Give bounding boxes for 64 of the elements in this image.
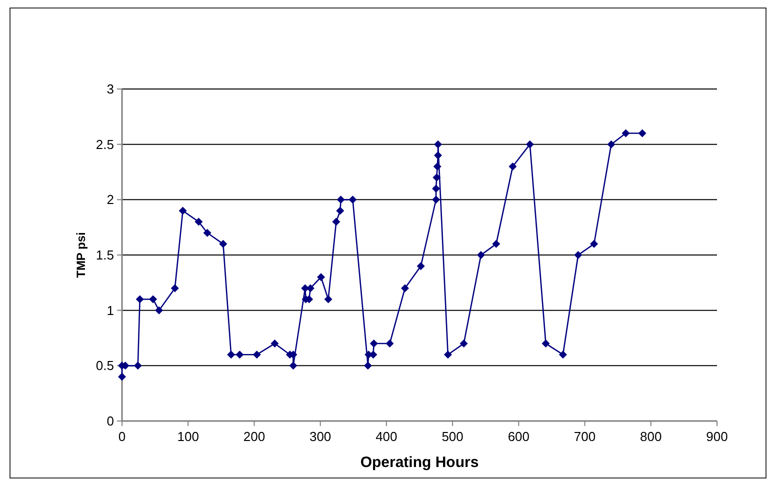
x-tick-label: 700 [574, 429, 596, 444]
point [336, 196, 345, 204]
y-tick-label: 2 [106, 192, 114, 208]
point [434, 140, 442, 148]
point [348, 196, 357, 204]
point [332, 218, 340, 226]
point [400, 284, 409, 292]
point [178, 206, 187, 215]
y-tick-label: 1 [106, 302, 114, 318]
point [638, 129, 646, 138]
point [433, 162, 442, 170]
point [590, 240, 598, 248]
x-tick-label: 900 [706, 429, 728, 444]
x-tick-label: 600 [508, 429, 530, 444]
point [434, 151, 442, 160]
point [622, 129, 630, 138]
point [444, 350, 452, 359]
point [149, 295, 158, 304]
x-tick-label: 800 [640, 429, 662, 444]
point [324, 295, 332, 304]
point [432, 196, 440, 204]
point [236, 350, 244, 359]
y-tick-label: 1.5 [96, 248, 114, 263]
point [364, 362, 372, 370]
point [227, 350, 236, 359]
point [370, 340, 378, 348]
point [476, 251, 485, 259]
x-tick-label: 0 [118, 429, 126, 444]
y-tick-label: 0 [106, 414, 114, 429]
point [574, 251, 582, 259]
point [526, 140, 534, 148]
point [136, 295, 144, 304]
point [460, 340, 468, 348]
x-tick-label: 400 [376, 429, 398, 444]
point [170, 284, 179, 292]
point [219, 240, 228, 248]
point [558, 350, 567, 359]
x-tick-label: 500 [442, 429, 464, 444]
y-axis-title: TMP psi [74, 232, 88, 278]
point [252, 350, 261, 359]
x-axis-title: Operating Hours [360, 454, 479, 471]
point [432, 184, 440, 193]
point [386, 340, 394, 348]
x-tick-label: 300 [309, 429, 332, 444]
point [118, 372, 126, 381]
y-tick-label: 0.5 [96, 358, 114, 374]
point [316, 273, 325, 282]
point [270, 340, 279, 348]
point [607, 140, 616, 148]
y-tick-label: 2.5 [96, 136, 114, 152]
y-tick-label: 3 [106, 82, 114, 97]
point [542, 340, 550, 348]
point [508, 162, 517, 170]
point [492, 240, 500, 248]
point [194, 218, 203, 226]
point [289, 362, 298, 370]
point [336, 206, 344, 215]
x-tick-label: 100 [177, 429, 199, 444]
point [134, 362, 142, 370]
x-tick-label: 200 [243, 429, 266, 444]
point [155, 306, 164, 314]
point [416, 262, 425, 270]
point [432, 174, 441, 182]
point [203, 228, 212, 237]
